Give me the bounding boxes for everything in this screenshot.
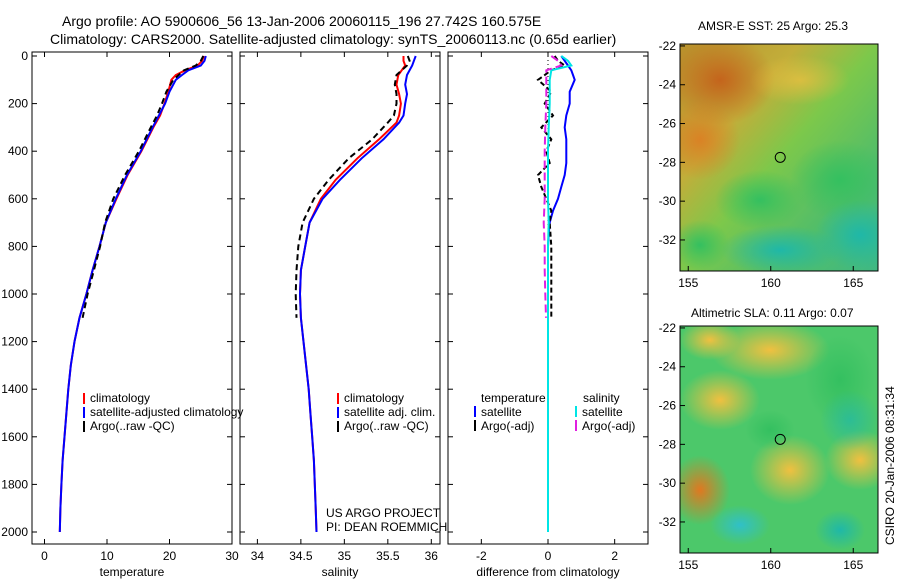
temperature-xtick-label: 30 xyxy=(225,549,239,563)
header-line1: Argo profile: AO 5900606_56 13-Jan-2006 … xyxy=(62,13,541,29)
depth-tick-label: 800 xyxy=(8,239,28,253)
difference-panel: -2 0 2 difference from climatology xyxy=(448,52,648,579)
temperature-series-argo-raw-qc- xyxy=(81,55,205,319)
temperature-panel: 0 10 20 30 0 200 400 600 800 1000 1200 1400 1600 1800… xyxy=(1,49,239,579)
depth-tick-label: 1000 xyxy=(1,287,28,301)
difference-xtick-label: 0 xyxy=(545,549,552,563)
legend-argo-label: Argo(..raw -QC) xyxy=(90,419,175,433)
sla-map-field xyxy=(680,326,878,553)
profile-plots: 0 10 20 30020040060080010001200140016001800… xyxy=(1,49,648,579)
difference-xtick-label: 2 xyxy=(611,549,618,563)
sst-map-title: AMSR-E SST: 25 Argo: 25.3 xyxy=(698,19,848,33)
sla-xtick-label: 165 xyxy=(843,558,863,572)
sla-map-axes: 155 160 165 -22 -24 -26 -28 -30 -32 xyxy=(659,321,864,572)
depth-tick-label: 400 xyxy=(8,144,28,158)
legend-sal-satellite-label: satellite xyxy=(582,405,623,419)
difference-series-salinity-satellite xyxy=(547,55,573,532)
sst-ytick-label: -30 xyxy=(659,194,677,208)
side-timestamp: CSIRO 20-Jan-2006 08:31:34 xyxy=(883,386,897,545)
salinity-axes xyxy=(239,51,441,545)
depth-tick-label: 0 xyxy=(21,49,28,63)
sst-map-frame xyxy=(679,43,879,272)
sst-map-field xyxy=(680,44,878,271)
depth-tick-label: 1200 xyxy=(1,335,28,349)
legend-climatology-label: climatology xyxy=(344,391,404,405)
salinity-legend: climatology satellite adj. clim. Argo(..… xyxy=(337,391,435,433)
salinity-xlabel: salinity xyxy=(322,565,359,579)
sst-ytick-label: -24 xyxy=(659,78,677,92)
temperature-legend: climatology satellite-adjusted climatolo… xyxy=(83,391,243,433)
legend-satellite-label: satellite adj. clim. xyxy=(344,405,435,419)
legend-climatology-label: climatology xyxy=(90,391,150,405)
temperature-xlabel: temperature xyxy=(100,565,165,579)
temperature-series-satellite-adjusted-climatology xyxy=(58,55,207,533)
sla-ytick-label: -32 xyxy=(659,515,677,529)
sla-ytick-label: -30 xyxy=(659,476,677,490)
temperature-xtick-label: 0 xyxy=(41,549,48,563)
sla-ytick-label: -22 xyxy=(659,321,677,335)
sla-xtick-label: 160 xyxy=(761,558,781,572)
sst-xtick-label: 165 xyxy=(843,276,863,290)
salinity-panel: 34 34.5 35 35.5 36 salinity xyxy=(240,52,440,579)
sla-map-title: Altimetric SLA: 0.11 Argo: 0.07 xyxy=(691,306,854,320)
sst-ytick-label: -26 xyxy=(659,117,677,131)
sst-xtick-label: 160 xyxy=(761,276,781,290)
sla-ytick-label: -24 xyxy=(659,360,677,374)
legend-temperature-title: temperature xyxy=(481,391,546,405)
difference-series-temperature-argo-adj- xyxy=(536,55,567,318)
difference-series-salinity-argo-adj- xyxy=(542,55,563,318)
sla-argo-marker xyxy=(774,433,786,445)
temperature-xtick-label: 20 xyxy=(163,549,177,563)
salinity-xtick-label: 34.5 xyxy=(289,549,313,563)
sla-ytick-label: -26 xyxy=(659,399,677,413)
sla-ytick-label: -28 xyxy=(659,437,677,451)
difference-xlabel: difference from climatology xyxy=(476,565,619,579)
depth-tick-label: 2000 xyxy=(1,525,28,539)
depth-tick-label: 200 xyxy=(8,97,28,111)
project-line2: PI: DEAN ROEMMICH xyxy=(326,520,447,534)
salinity-xtick-label: 36 xyxy=(425,549,439,563)
legend-argo-label: Argo(..raw -QC) xyxy=(344,419,429,433)
legend-temp-argo-label: Argo(-adj) xyxy=(481,419,534,433)
difference-legend: temperature satellite Argo(-adj) salinit… xyxy=(474,391,635,433)
salinity-series-satellite-adj-clim- xyxy=(298,55,417,533)
salinity-series-argo-raw-qc- xyxy=(294,55,411,318)
project-line1: US ARGO PROJECT xyxy=(326,506,441,520)
legend-salinity-title: salinity xyxy=(583,391,620,405)
sst-xtick-label: 155 xyxy=(678,276,698,290)
sla-map-frame xyxy=(679,325,879,554)
depth-tick-label: 600 xyxy=(8,192,28,206)
salinity-xtick-label: 35.5 xyxy=(376,549,400,563)
legend-satellite-label: satellite-adjusted climatology xyxy=(90,405,243,419)
temperature-axes xyxy=(31,51,233,545)
legend-sal-argo-label: Argo(-adj) xyxy=(582,419,635,433)
depth-tick-label: 1400 xyxy=(1,382,28,396)
salinity-xtick-label: 35 xyxy=(338,549,352,563)
sst-ytick-label: -28 xyxy=(659,155,677,169)
difference-xtick-label: -2 xyxy=(476,549,487,563)
sla-xtick-label: 155 xyxy=(678,558,698,572)
sst-map-axes: 155 160 165 -22 -24 -26 -28 -30 -32 xyxy=(659,39,864,290)
salinity-xtick-label: 34 xyxy=(251,549,265,563)
temperature-xtick-label: 10 xyxy=(100,549,114,563)
legend-temp-satellite-label: satellite xyxy=(481,405,522,419)
sst-ytick-label: -32 xyxy=(659,233,677,247)
depth-tick-label: 1800 xyxy=(1,477,28,491)
depth-tick-label: 1600 xyxy=(1,430,28,444)
sst-argo-marker xyxy=(774,151,786,163)
header-line2: Climatology: CARS2000. Satellite-adjuste… xyxy=(50,31,616,47)
sst-ytick-label: -22 xyxy=(659,39,677,53)
